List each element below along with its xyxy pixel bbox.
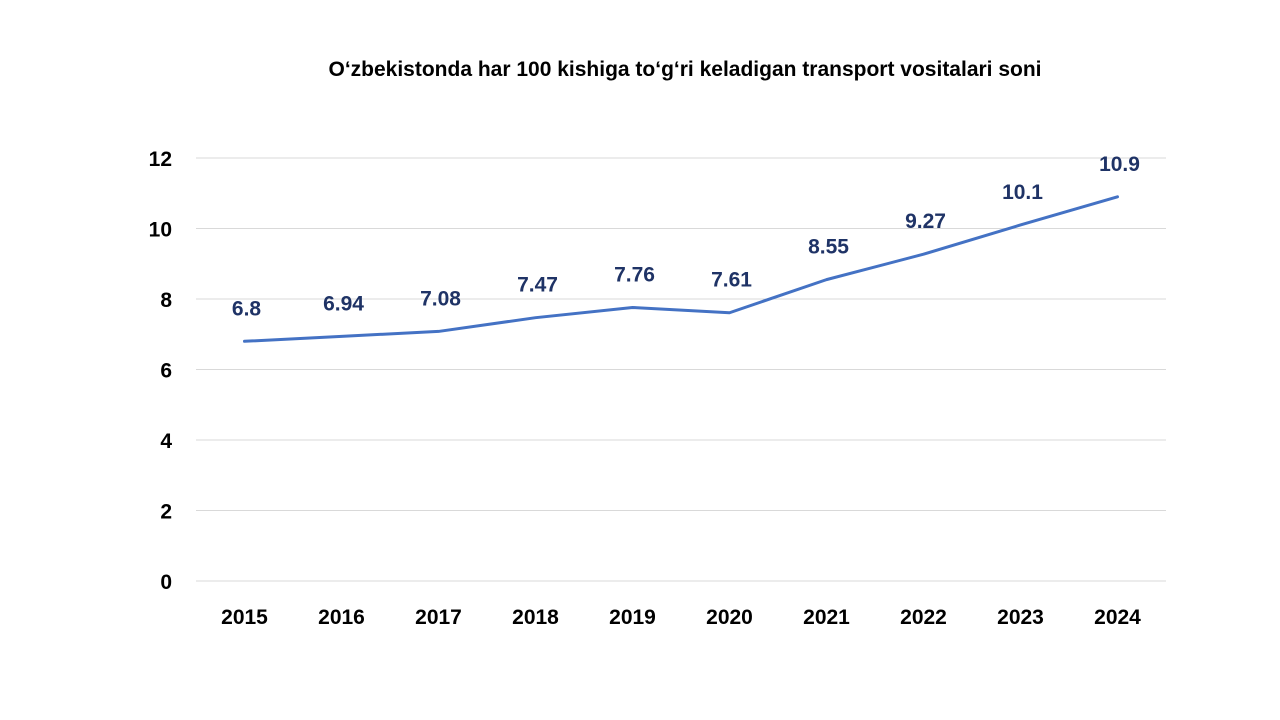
y-tick-label: 12 (149, 148, 172, 171)
data-label: 6.94 (323, 292, 364, 315)
data-label: 7.76 (614, 263, 655, 286)
data-line (243, 195, 1119, 343)
x-tick-label: 2016 (318, 606, 365, 629)
y-tick-label: 8 (160, 289, 172, 312)
y-tick-label: 10 (149, 219, 172, 242)
x-tick-label: 2020 (706, 606, 753, 629)
data-label: 7.47 (517, 274, 558, 297)
x-tick-label: 2015 (221, 606, 268, 629)
data-label: 10.1 (1002, 181, 1043, 204)
data-label: 7.61 (711, 269, 752, 292)
data-label: 8.55 (808, 236, 849, 259)
y-tick-label: 4 (160, 430, 172, 453)
y-tick-label: 0 (160, 571, 172, 594)
data-label: 7.08 (420, 287, 461, 310)
x-tick-label: 2024 (1094, 606, 1141, 629)
chart-title: O‘zbekistonda har 100 kishiga to‘g‘ri ke… (328, 58, 1042, 81)
x-tick-label: 2022 (900, 606, 947, 629)
y-tick-label: 6 (160, 360, 172, 383)
x-tick-label: 2017 (415, 606, 462, 629)
x-tick-label: 2019 (609, 606, 656, 629)
data-label: 6.8 (232, 297, 262, 320)
x-tick-label: 2018 (512, 606, 559, 629)
data-label: 9.27 (905, 210, 946, 233)
x-tick-label: 2023 (997, 606, 1044, 629)
y-tick-label: 2 (160, 501, 172, 524)
data-label: 10.9 (1099, 153, 1140, 176)
x-tick-label: 2021 (803, 606, 850, 629)
